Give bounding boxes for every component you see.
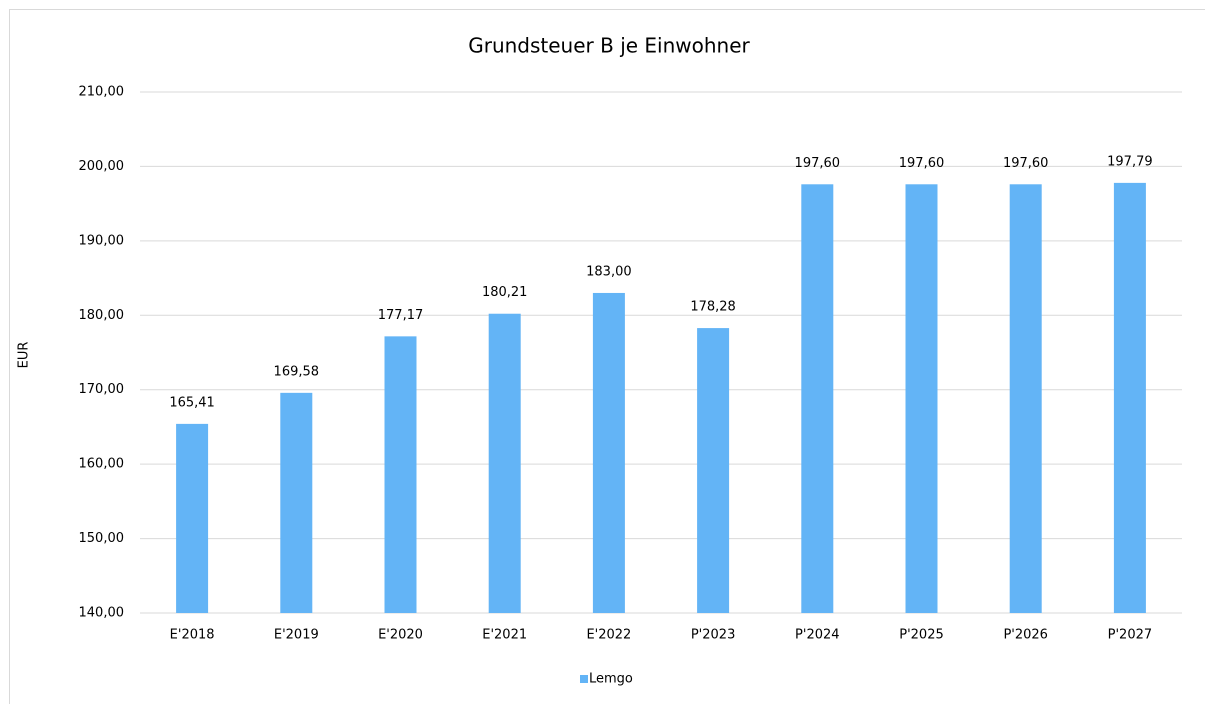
bar [488, 313, 521, 613]
data-label: 197,60 [1003, 156, 1049, 171]
y-axis-title: EUR [17, 342, 32, 369]
bar [384, 336, 417, 613]
bar [176, 423, 209, 613]
y-tick-label: 180,00 [79, 308, 125, 323]
x-tick-label: E'2018 [170, 628, 215, 643]
bar [280, 392, 313, 613]
x-tick-label: P'2027 [1108, 628, 1153, 643]
data-label: 197,60 [795, 156, 841, 171]
x-tick-label: E'2019 [274, 628, 319, 643]
chart-title: Grundsteuer B je Einwohner [468, 34, 750, 58]
legend-swatch [580, 675, 588, 683]
bar [905, 184, 938, 613]
y-tick-label: 160,00 [79, 457, 125, 472]
y-tick-label: 200,00 [79, 159, 125, 174]
y-tick-label: 190,00 [79, 233, 125, 248]
bar [592, 292, 625, 613]
data-label: 177,17 [378, 308, 424, 323]
x-tick-label: P'2025 [899, 628, 944, 643]
data-label: 165,41 [169, 395, 215, 410]
x-tick-label: P'2026 [1003, 628, 1048, 643]
data-label: 180,21 [482, 285, 528, 300]
x-tick-label: E'2022 [586, 628, 631, 643]
y-tick-label: 210,00 [79, 85, 125, 100]
bar [1113, 182, 1146, 613]
y-tick-label: 150,00 [79, 531, 125, 546]
data-label: 178,28 [690, 300, 736, 315]
data-label: 183,00 [586, 264, 632, 279]
y-tick-label: 140,00 [79, 606, 125, 621]
x-tick-label: P'2024 [795, 628, 840, 643]
bar [801, 184, 834, 613]
y-tick-label: 170,00 [79, 382, 125, 397]
bar [697, 328, 730, 613]
x-tick-label: E'2021 [482, 628, 527, 643]
bar [1009, 184, 1042, 613]
x-tick-label: E'2020 [378, 628, 423, 643]
data-label: 169,58 [274, 364, 320, 379]
x-tick-label: P'2023 [691, 628, 736, 643]
legend-label: Lemgo [589, 672, 633, 687]
data-label: 197,79 [1107, 154, 1153, 169]
data-label: 197,60 [899, 156, 945, 171]
